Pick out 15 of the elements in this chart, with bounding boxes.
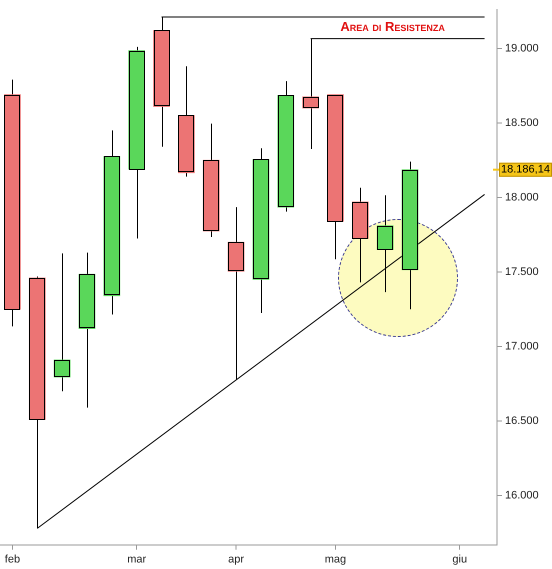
x-tick-label: giu — [452, 553, 468, 566]
x-tick-label: apr — [228, 553, 244, 566]
y-tick-label: 16.000 — [505, 490, 539, 502]
text: 18.186,14 — [501, 164, 550, 176]
y-tick-label: 18.500 — [505, 116, 539, 129]
annotation: Area di Resistenza — [340, 19, 446, 34]
y-tick-label: 18.000 — [505, 191, 539, 204]
y-tick-label: 17.000 — [505, 340, 539, 353]
x-tick-label: mar — [127, 553, 146, 566]
x-tick-label: feb — [4, 553, 20, 566]
y-tick-label: 19.000 — [505, 42, 539, 54]
x-tick-label: mag — [324, 553, 346, 566]
candlestick — [54, 252, 70, 392]
y-tick-label: 16.500 — [505, 415, 539, 428]
y-tick-label: 17.500 — [505, 266, 539, 278]
